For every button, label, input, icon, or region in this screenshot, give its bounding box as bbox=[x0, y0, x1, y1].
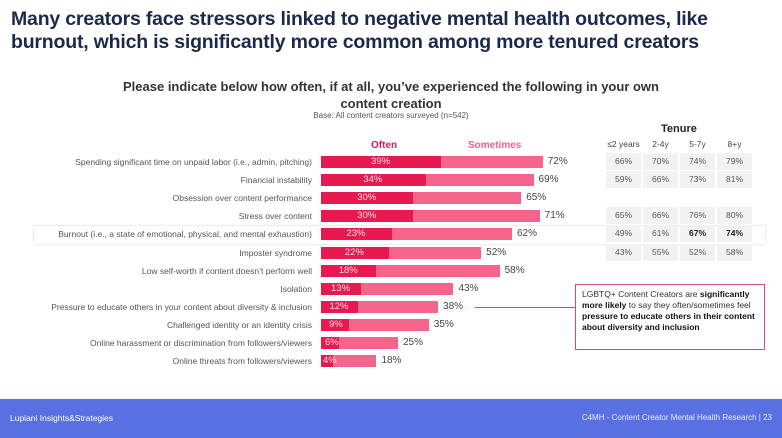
data-label-often: 22% bbox=[344, 246, 364, 258]
category-label: Obsession over content performance bbox=[172, 193, 312, 204]
bar-often bbox=[321, 355, 334, 368]
data-label-often: 30% bbox=[357, 192, 377, 204]
bar-often bbox=[321, 192, 414, 205]
data-label-total: 58% bbox=[504, 264, 525, 276]
category-label: Online harassment or discrimination from… bbox=[89, 338, 312, 348]
tenure-cell: 81% bbox=[717, 171, 752, 189]
data-label-often: 18% bbox=[338, 264, 358, 276]
data-label-often: 13% bbox=[331, 282, 351, 294]
tenure-cell: 79% bbox=[717, 153, 752, 170]
chart-question: Please indicate below how often, if at a… bbox=[123, 79, 659, 111]
data-label-total: 52% bbox=[486, 246, 507, 258]
tenure-column-header: 8+y bbox=[727, 139, 742, 149]
data-label-total: 38% bbox=[443, 300, 464, 312]
category-label: Online threats from followers/viewers bbox=[172, 356, 312, 367]
data-label-often: 6% bbox=[325, 337, 339, 348]
category-label: Stress over content bbox=[238, 211, 312, 222]
data-label-total: 35% bbox=[433, 318, 454, 330]
tenure-cell: 66% bbox=[606, 153, 641, 170]
tenure-cell: 65% bbox=[606, 207, 641, 225]
slide-headline: Many creators face stressors linked to n… bbox=[11, 8, 708, 53]
data-label-often: 12% bbox=[329, 300, 349, 312]
data-label-often: 9% bbox=[329, 318, 343, 330]
data-label-total: 72% bbox=[547, 156, 568, 167]
tenure-cell: 67% bbox=[680, 225, 715, 243]
bar-often bbox=[321, 210, 414, 223]
bar-often bbox=[321, 318, 349, 331]
callout-emphasis: pressure to educate others in their cont… bbox=[582, 311, 755, 332]
tenure-cell: 76% bbox=[680, 207, 715, 225]
tenure-column-header: 5-7y bbox=[689, 139, 706, 149]
data-label-often: 30% bbox=[357, 210, 377, 222]
callout-text: to say they often/sometimes feel bbox=[626, 300, 751, 310]
data-label-total: 62% bbox=[516, 228, 537, 240]
footer-report-page: C4MH - Content Creator Mental Health Res… bbox=[581, 413, 772, 422]
tenure-cell: 73% bbox=[680, 171, 715, 189]
tenure-cell: 61% bbox=[643, 225, 678, 243]
category-label: Imposter syndrome bbox=[239, 247, 312, 258]
bar-often bbox=[321, 156, 442, 168]
chart-base-note: Base: All content creators surveyed (n=5… bbox=[313, 111, 469, 120]
data-label-total: 18% bbox=[381, 355, 402, 367]
tenure-cell: 74% bbox=[717, 225, 752, 243]
tenure-column-header: ≤2 years bbox=[607, 139, 640, 149]
tenure-cell: 80% bbox=[717, 207, 752, 225]
category-label: Burnout (i.e., a state of emotional, phy… bbox=[58, 229, 312, 240]
bar-often bbox=[321, 246, 389, 259]
tenure-cell: 49% bbox=[606, 225, 641, 243]
bar-total bbox=[321, 355, 377, 368]
category-label: Spending significant time on unpaid labo… bbox=[75, 157, 312, 167]
bar-often bbox=[321, 228, 392, 241]
tenure-cell: 70% bbox=[643, 153, 678, 170]
tenure-cell: 59% bbox=[606, 171, 641, 189]
tenure-title: Tenure bbox=[661, 123, 697, 135]
bar-often bbox=[321, 300, 358, 313]
data-label-often: 4% bbox=[323, 355, 337, 367]
bar-often bbox=[321, 337, 340, 349]
tenure-cell: 66% bbox=[643, 207, 678, 225]
data-label-often: 23% bbox=[346, 228, 366, 240]
data-label-total: 71% bbox=[544, 210, 565, 222]
footer-bar: Lupiani Insights&Strategies C4MH - Conte… bbox=[0, 399, 782, 438]
bar-total bbox=[321, 337, 398, 349]
tenure-cell: 58% bbox=[717, 243, 752, 261]
bar-often bbox=[321, 282, 362, 295]
lgbtq-callout-box: LGBTQ+ Content Creators are significantl… bbox=[575, 284, 765, 350]
tenure-cell: 43% bbox=[606, 243, 641, 261]
legend-often: Often bbox=[371, 140, 398, 151]
footer-company: Lupiani Insights&Strategies bbox=[10, 413, 114, 423]
data-label-total: 69% bbox=[538, 174, 559, 186]
data-label-total: 43% bbox=[458, 282, 479, 294]
bar-often bbox=[321, 264, 377, 277]
category-label: Pressure to educate others in your conte… bbox=[51, 301, 312, 312]
data-label-total: 25% bbox=[403, 337, 424, 348]
data-label-total: 65% bbox=[526, 192, 547, 204]
callout-emphasis: significantly more likely bbox=[582, 289, 750, 310]
legend-sometimes: Sometimes bbox=[468, 140, 522, 151]
category-label: Financial instability bbox=[240, 175, 312, 186]
tenure-cell: 55% bbox=[643, 243, 678, 261]
callout-connector-line bbox=[475, 307, 575, 308]
category-label: Low self-worth if content doesn’t perfor… bbox=[141, 265, 312, 276]
tenure-column-header: 2-4y bbox=[652, 139, 669, 149]
callout-text: LGBTQ+ Content Creators are bbox=[582, 289, 700, 299]
bar-often bbox=[321, 174, 426, 187]
tenure-cell: 66% bbox=[643, 171, 678, 189]
tenure-cell: 52% bbox=[680, 243, 715, 261]
category-label: Challenged identity or an identity crisi… bbox=[166, 319, 312, 330]
tenure-cell: 74% bbox=[680, 153, 715, 170]
category-label: Isolation bbox=[280, 283, 312, 294]
data-label-often: 34% bbox=[363, 174, 383, 186]
data-label-often: 39% bbox=[371, 156, 391, 167]
